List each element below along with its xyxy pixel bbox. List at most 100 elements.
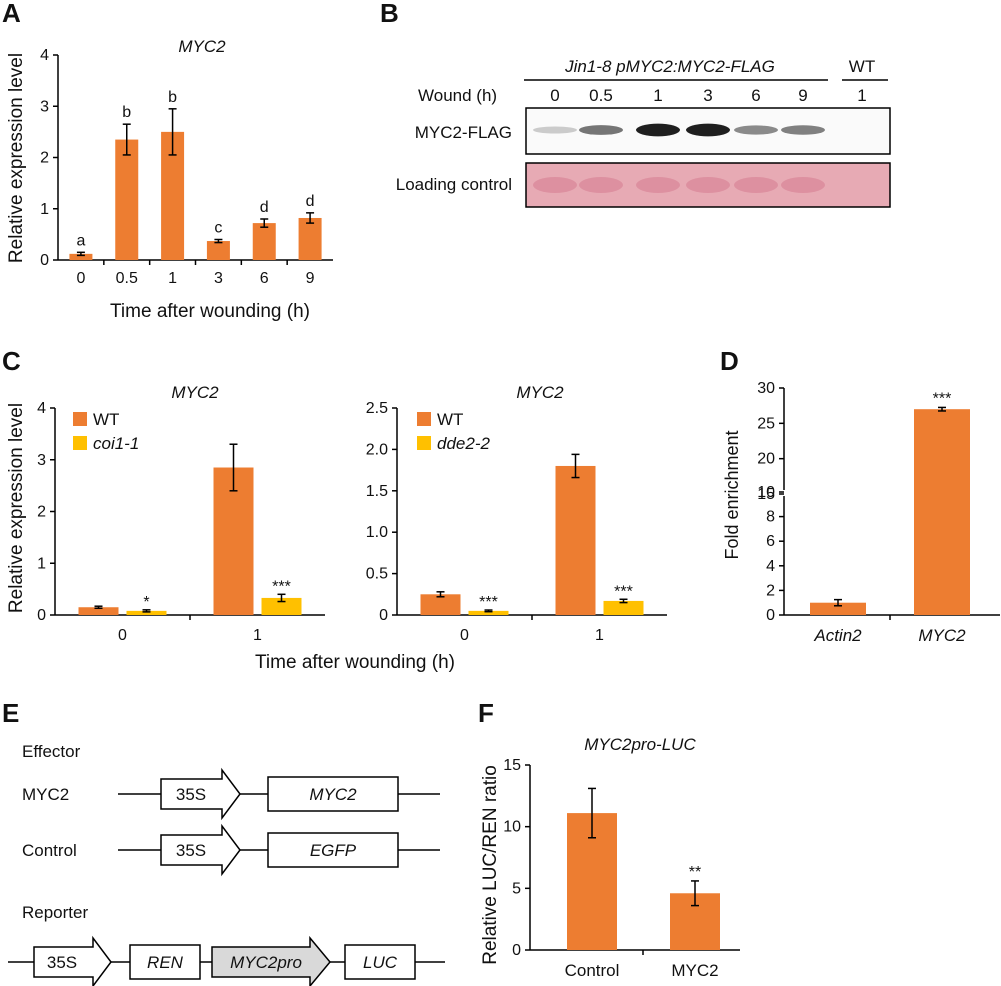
effector-title: Effector: [22, 742, 81, 761]
chart-c-xlabel: Time after wounding (h): [255, 652, 455, 673]
loading-bands: [533, 177, 825, 193]
x-tick-label: 1: [168, 270, 177, 287]
panel-letter-a: A: [2, 0, 21, 28]
y-tick-label: 15: [757, 486, 775, 503]
y-tick-label: 4: [40, 47, 49, 64]
promoter-label: 35S: [176, 785, 206, 804]
y-tick-label: 4: [766, 558, 775, 575]
significance-mark: **: [689, 864, 701, 881]
blot-wt-label: WT: [849, 57, 875, 76]
x-tick-label: 9: [306, 270, 315, 287]
western-blot: Jin1-8 pMYC2:MYC2-FLAG WT Wound (h) 0 0.…: [396, 57, 891, 208]
blot-lane-label: 0: [550, 86, 559, 105]
bar-dde2-2: [468, 610, 509, 615]
blot-row2-label: Loading control: [396, 175, 512, 194]
significance-mark: *: [143, 594, 149, 611]
y-tick-label: 6: [766, 533, 775, 550]
y-tick-label: 1: [37, 555, 46, 572]
bar: [206, 241, 230, 260]
y-tick-label: 2: [37, 504, 46, 521]
x-tick-label: 0.5: [116, 270, 138, 287]
significance-mark: ***: [479, 594, 498, 611]
y-tick-label: 3: [40, 98, 49, 115]
luc-box: [344, 944, 416, 980]
bar-WT: [555, 465, 596, 615]
reporter-promoter-arrow: [33, 935, 112, 986]
y-tick-label: 2: [766, 582, 775, 599]
y-tick-label: 2.0: [366, 441, 388, 458]
y-tick-label: 8: [766, 509, 775, 526]
bar: [161, 131, 185, 260]
y-tick-label: 0: [512, 942, 521, 959]
y-tick-label: 10: [503, 819, 521, 836]
chart-c2-title: MYC2: [516, 383, 564, 402]
y-tick-label: 10: [757, 484, 775, 501]
x-tick-label: 6: [260, 270, 269, 287]
chart-c-ylabel: Relative expression level: [6, 403, 27, 613]
blot-lane-label: 6: [751, 86, 760, 105]
constructs-diagram: Effector MYC2 35S MYC2 Control 35S EGFP …: [8, 742, 445, 986]
legend-swatch: [73, 412, 87, 426]
promoter-arrow: [160, 823, 241, 877]
bar-WT: [213, 467, 254, 615]
y-tick-label: 3: [37, 452, 46, 469]
chart-c-left: MYC2 Relative expression level 0 1 2 3 4 * 0 **…: [6, 383, 325, 644]
x-tick-label: MYC2: [671, 961, 718, 980]
protein-band: [734, 125, 778, 135]
y-tick-label: 1.5: [366, 483, 388, 500]
protein-band: [636, 123, 680, 137]
chart-f-title: MYC2pro-LUC: [584, 735, 696, 754]
y-tick-label: 1.0: [366, 524, 388, 541]
significance-letter: c: [214, 220, 222, 237]
significance-letter: b: [122, 104, 131, 121]
protein-band: [579, 125, 623, 135]
legend-swatch: [417, 412, 431, 426]
reporter-promoter-label: 35S: [47, 953, 77, 972]
reporter-title: Reporter: [22, 903, 88, 922]
y-tick-label: 0: [40, 252, 49, 269]
ren-box: [129, 944, 201, 980]
loading-band: [579, 177, 623, 193]
x-tick-label: 0: [118, 627, 127, 644]
panel-letter-e: E: [2, 698, 19, 728]
bar-dde2-2: [603, 600, 644, 615]
chart-a-title: MYC2: [178, 37, 226, 56]
blot-lane-label: 1: [857, 86, 866, 105]
myc2pro-label: MYC2pro: [230, 953, 302, 972]
y-tick-label: 2: [40, 150, 49, 167]
y-tick-label: 20: [757, 451, 775, 468]
legend-swatch: [73, 436, 87, 450]
blot-lane-label: 1: [653, 86, 662, 105]
bar-upper: [914, 409, 970, 494]
panel-letter-b: B: [380, 0, 399, 28]
effector-name: MYC2: [22, 785, 69, 804]
legend-label: dde2-2: [437, 434, 490, 453]
legend-label: WT: [437, 410, 463, 429]
chart-f: MYC2pro-LUC Relative LUC/REN ratio 0 5 10 1…: [480, 735, 740, 980]
legend-swatch: [417, 436, 431, 450]
significance-mark: ***: [614, 583, 633, 600]
effector-name: Control: [22, 841, 77, 860]
significance-letter: d: [306, 193, 315, 210]
significance-letter: d: [260, 199, 269, 216]
gene-label: MYC2: [309, 785, 357, 804]
loading-band: [533, 177, 577, 193]
myc2pro-arrow: [211, 935, 331, 986]
significance-mark: ***: [933, 390, 952, 407]
panel-letter-c: C: [2, 346, 21, 376]
blot-bands: [533, 123, 825, 137]
bar: [115, 139, 139, 260]
chart-d-ylabel: Fold enrichment: [722, 430, 742, 559]
bar-WT: [78, 607, 119, 615]
x-tick-label: Actin2: [813, 626, 862, 645]
x-tick-label: 0: [76, 270, 85, 287]
bar: [810, 602, 866, 615]
y-tick-label: 30: [757, 380, 775, 397]
y-tick-label: 0: [766, 607, 775, 624]
chart-a: MYC2 Relative expression level Time afte…: [6, 37, 333, 322]
blot-lane-label: 9: [798, 86, 807, 105]
gene-box: [267, 776, 399, 812]
y-tick-label: 4: [37, 400, 46, 417]
chart-c-right: MYC2 0 0.5 1.0 1.5 2.0 2.5 *** 0 *** 1 WT dde2-2: [366, 383, 667, 644]
